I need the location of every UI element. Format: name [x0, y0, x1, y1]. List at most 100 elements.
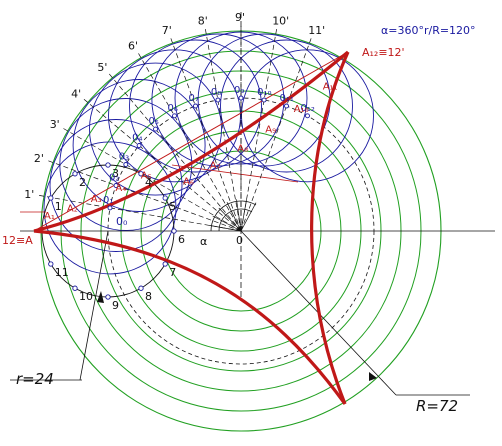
- curve-arc-top: [33, 50, 350, 233]
- division-number-10: 10: [79, 290, 93, 303]
- fan-ray-6: [240, 202, 257, 232]
- division-point-5: [162, 195, 168, 201]
- centre-label-2: 0₂: [109, 173, 119, 184]
- ray-2: [47, 160, 242, 232]
- angle-arc-1: [218, 208, 253, 232]
- formula-label: α=360°r/R=120°: [381, 24, 476, 37]
- division-number-8: 8: [145, 290, 152, 303]
- dimension-line-r: [79, 230, 109, 381]
- rolling-circle-8: [151, 33, 285, 167]
- centre-label-5: 0₅: [149, 116, 159, 127]
- division-point-9: [105, 294, 111, 300]
- centre-point-5: [153, 126, 158, 132]
- A6-leader: [171, 164, 299, 183]
- ray-3: [62, 127, 242, 232]
- curve-point-label-9: A₉: [265, 124, 276, 135]
- centre-point-8: [215, 97, 221, 103]
- outer-tick-label-9: 9': [235, 11, 245, 24]
- small-radius-label: r=24: [16, 370, 54, 388]
- rolling-circle-7: [129, 39, 262, 173]
- fan-ray-4: [236, 199, 242, 232]
- ray-1: [38, 194, 242, 232]
- curve-point-label-2: A₂: [67, 203, 78, 214]
- chord-top: [33, 51, 349, 232]
- centre-point-3: [123, 162, 129, 167]
- centre-point-12: [305, 113, 310, 119]
- curve-arc-bottom: [33, 229, 347, 405]
- curve-point-label-5: A₅: [141, 171, 152, 182]
- centre-point-7: [193, 103, 198, 109]
- centre-point-10: [261, 97, 267, 103]
- outer-tick-label-1: 1': [24, 188, 34, 201]
- rolling-circle-4: [72, 79, 206, 212]
- angle-arc-2: [210, 200, 257, 232]
- big-radius-label: R=72: [416, 397, 458, 415]
- ray-4: [82, 98, 242, 232]
- centre-point-6: [172, 113, 177, 119]
- division-point-10: [72, 285, 78, 291]
- division-point-8: [138, 285, 144, 291]
- centre-point-1: [107, 205, 113, 211]
- outer-tick-label-10: 10': [272, 14, 289, 27]
- division-points: [48, 95, 310, 300]
- outer-tick-label-4: 4': [71, 87, 81, 100]
- division-point-4: [138, 171, 144, 177]
- hypocycloid-curve: [33, 50, 350, 405]
- centre-label-10: 0₁₀: [257, 87, 271, 98]
- outer-tick-label-7: 7': [162, 24, 172, 37]
- curve-point-label-7: A₇: [210, 161, 221, 172]
- division-point-1: [48, 195, 54, 201]
- rolling-circle-11: [220, 39, 353, 173]
- division-number-3: 3: [112, 167, 119, 180]
- division-number-6: 6: [178, 233, 185, 246]
- rolling-circle-2: [49, 119, 183, 252]
- centre-label-12: 0₁₂: [301, 103, 315, 114]
- fan-ray-2: [218, 207, 242, 232]
- division-point-11: [48, 261, 54, 267]
- division-number-2: 2: [79, 176, 86, 189]
- outer-tick-label-6: 6': [128, 40, 138, 53]
- centre-label-8: 0₈: [211, 87, 221, 98]
- fan-ray-3: [226, 202, 242, 232]
- centre-label-1: 0₁: [103, 195, 113, 206]
- division-number-1: 1: [55, 200, 62, 213]
- ray-11: [240, 37, 312, 232]
- start-point-label: 12≡A: [2, 234, 33, 247]
- curve-point-label-11: A₁₁: [323, 82, 338, 93]
- curve-point-label-1: A₁: [44, 211, 55, 222]
- division-number-4: 4: [145, 176, 152, 189]
- outer-tick-label-5: 5': [97, 61, 107, 74]
- centre-label-11: 0₁₁: [280, 93, 294, 104]
- center-label: 0: [236, 234, 243, 247]
- curve-point-label-10: A₁₀: [294, 104, 309, 115]
- dimension-arrows: [97, 291, 377, 381]
- ray-10: [240, 28, 278, 232]
- division-number-5: 5: [169, 200, 176, 213]
- outer-tick-label-2: 2': [34, 152, 44, 165]
- fan-ray-1: [212, 215, 242, 232]
- rolling-circle-12: [241, 49, 374, 183]
- centre-point-4: [136, 143, 142, 148]
- division-point-6: [171, 228, 177, 234]
- centre-label-4: 0₄: [132, 133, 142, 144]
- ray-5: [108, 72, 242, 232]
- curve-connector-lines: [33, 51, 349, 232]
- angle-arcs: [210, 200, 257, 232]
- ray-7: [170, 37, 242, 232]
- centre-label-3: 0₃: [119, 152, 129, 163]
- ray-8: [204, 28, 242, 232]
- division-number-7: 7: [169, 266, 176, 279]
- rolling-circle-5: [89, 62, 222, 196]
- outer-tick-label-8: 8': [198, 14, 208, 27]
- centre-label-6: 0₆: [168, 103, 178, 114]
- curve-point-label-3: A₃: [91, 194, 102, 205]
- ray-6: [137, 52, 242, 232]
- division-point-3: [105, 162, 111, 168]
- fan-ray-0: [209, 225, 242, 232]
- centre-point-11: [284, 103, 289, 109]
- curve-point-label-6: A₆: [183, 176, 194, 187]
- radial-rays: [38, 25, 312, 232]
